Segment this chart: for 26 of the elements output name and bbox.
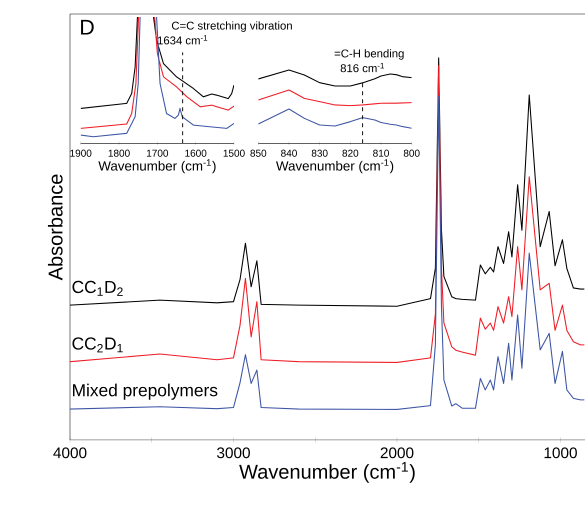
x-tick-label: 820 [342,150,358,157]
x-tick-label: 830 [312,150,328,157]
x-tick-label: 840 [281,150,297,157]
x-tick-label: 810 [373,150,389,157]
annotation: =C-H bending [334,49,404,60]
x-axis-title: Wavenumber (cm$^{-1}$) [98,159,216,174]
series-label: CC$_{1}$D$_{2}$ [72,280,123,296]
x-tick-label: 1700 [146,150,168,157]
x-tick-label: 800 [404,150,420,157]
x-tick-label: 1500 [224,150,245,157]
series-label: CC$_{2}$D$_{1}$ [72,337,123,352]
x-tick-label: 2000 [380,447,414,458]
x-tick-label: 850 [250,150,266,157]
x-tick-label: 3000 [217,447,250,458]
x-axis-title: Wavenumber (cm$^{-1}$) [239,462,415,483]
annotation: D [81,20,94,35]
x-tick-label: 1000 [544,447,577,458]
x-tick-label: 4000 [53,447,86,458]
y-axis-title: Absorbance [48,174,63,280]
annotation: C=C stretching vibration [172,21,292,32]
ref-line-label: 816 cm$^{-1}$ [340,62,384,72]
series-label: Mixed prepolymers [73,384,218,400]
x-tick-label: 1600 [185,150,206,157]
x-axis-title: Wavenumber (cm$^{-1}$) [276,159,394,174]
x-tick-label: 1900 [70,150,92,157]
x-tick-label: 1800 [108,150,130,157]
